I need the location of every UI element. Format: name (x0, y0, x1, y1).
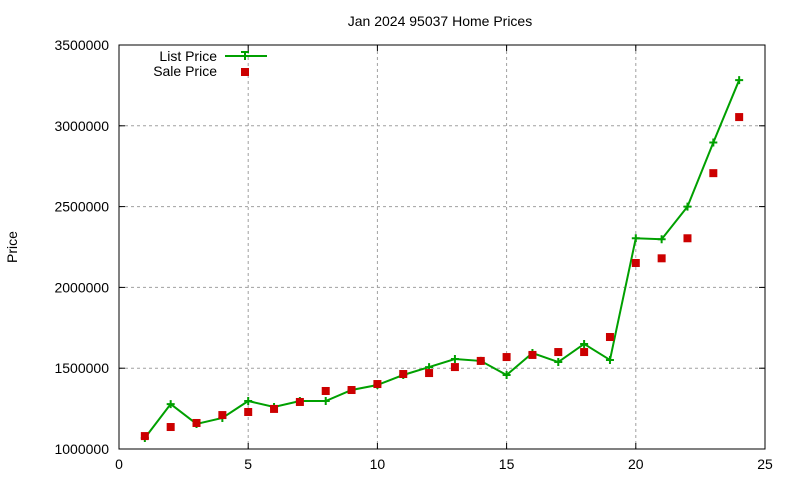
square-marker-icon (657, 254, 666, 263)
square-marker-icon (735, 113, 744, 122)
square-marker-icon (244, 407, 253, 416)
square-marker-icon (528, 350, 537, 359)
legend-label-sale-price: Sale Price (153, 63, 217, 79)
square-marker-icon (295, 397, 304, 406)
square-marker-icon (347, 386, 356, 395)
x-tick-label: 0 (115, 456, 123, 472)
plus-marker-icon (321, 397, 330, 406)
y-tick-label: 2500000 (54, 199, 109, 215)
square-marker-icon (166, 423, 175, 432)
x-tick-label: 10 (370, 456, 386, 472)
y-tick-label: 1500000 (54, 360, 109, 376)
x-tick-label: 25 (757, 456, 773, 472)
square-marker-icon (270, 404, 279, 413)
plus-marker-icon (605, 355, 614, 364)
square-marker-icon (605, 333, 614, 342)
axis-ticks: 0 5 10 15 20 25 1000000 1500000 2000000 2500000 30… (54, 37, 773, 472)
y-tick-label: 3000000 (54, 118, 109, 134)
x-tick-label: 15 (499, 456, 515, 472)
legend-square-icon (241, 68, 249, 76)
square-marker-icon (709, 169, 718, 178)
chart-title: Jan 2024 95037 Home Prices (348, 13, 532, 29)
square-marker-icon (631, 258, 640, 267)
legend-plus-icon (241, 51, 249, 60)
y-axis-label: Price (4, 231, 20, 263)
plus-marker-icon (631, 234, 640, 243)
grid-lines (119, 45, 765, 449)
plot-border (118, 44, 766, 450)
plus-marker-icon (450, 354, 459, 363)
square-marker-icon (399, 370, 408, 379)
plus-marker-icon (735, 76, 744, 85)
square-marker-icon (450, 363, 459, 372)
square-marker-icon (580, 348, 589, 357)
y-tick-label: 3500000 (54, 37, 109, 53)
square-marker-icon (218, 411, 227, 420)
y-tick-label: 2000000 (54, 279, 109, 295)
legend-label-list-price: List Price (159, 48, 217, 64)
plus-marker-icon (709, 138, 718, 147)
plus-marker-icon (244, 397, 253, 406)
x-tick-label: 5 (244, 456, 252, 472)
plus-marker-icon (580, 339, 589, 348)
square-marker-icon (321, 386, 330, 395)
plus-marker-icon (554, 358, 563, 367)
y-tick-label: 1000000 (54, 441, 109, 457)
square-marker-icon (554, 348, 563, 357)
square-marker-icon (425, 369, 434, 378)
square-marker-icon (502, 353, 511, 362)
square-marker-icon (476, 356, 485, 365)
list-price-line (144, 79, 741, 439)
plus-marker-icon (166, 400, 175, 409)
plus-marker-icon (683, 202, 692, 211)
plus-marker-icon (657, 235, 666, 244)
square-marker-icon (683, 234, 692, 243)
series-layer (140, 76, 744, 443)
legend: List Price Sale Price (153, 48, 267, 79)
square-marker-icon (140, 432, 149, 441)
x-tick-label: 20 (628, 456, 644, 472)
square-marker-icon (373, 380, 382, 389)
plus-marker-icon (502, 370, 511, 379)
square-marker-icon (192, 418, 201, 427)
